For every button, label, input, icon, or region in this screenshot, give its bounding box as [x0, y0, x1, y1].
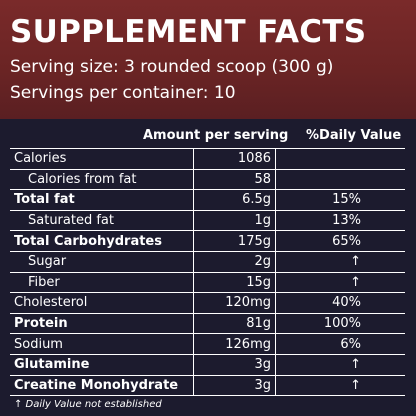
row-amount: 15g: [194, 272, 276, 293]
row-label: Saturated fat: [10, 210, 194, 231]
facts-title: SUPPLEMENT FACTS: [10, 14, 367, 50]
row-label: Calories from fat: [10, 169, 194, 190]
table-row: Creatine Monohydrate 3g ↑: [10, 375, 405, 397]
table-row: Total Carbohydrates 175g 65%: [10, 231, 405, 252]
serving-size: Serving size: 3 rounded scoop (300 g): [10, 57, 334, 77]
table-row: Saturated fat 1g 13%: [10, 210, 405, 232]
table-row: Sugar 2g ↑: [10, 251, 405, 273]
row-label: Sodium: [10, 334, 194, 354]
row-label: Total Carbohydrates: [10, 231, 194, 251]
row-label: Calories: [10, 149, 194, 169]
daily-value-column-header: %Daily Value: [306, 128, 402, 143]
row-daily-value-arrow-icon: ↑: [350, 357, 361, 373]
row-label: Total fat: [10, 190, 194, 210]
footnote: ↑ Daily Value not established: [14, 399, 162, 410]
row-amount: 1086: [194, 149, 276, 169]
row-amount: 58: [194, 169, 276, 190]
row-daily-value-arrow-icon: ↑: [350, 377, 361, 393]
table-row: Sodium 126mg 6%: [10, 334, 405, 355]
row-label: Glutamine: [10, 354, 194, 375]
row-daily-value: 100%: [323, 316, 361, 332]
row-label: Fiber: [10, 272, 194, 293]
table-row: Calories 1086: [10, 149, 405, 170]
table-row: Calories from fat 58: [10, 169, 405, 191]
row-amount: 120mg: [194, 293, 276, 313]
servings-per-container: Servings per container: 10: [10, 83, 236, 103]
row-daily-value: [276, 170, 405, 190]
row-label: Sugar: [10, 251, 194, 272]
facts-header: SUPPLEMENT FACTS Serving size: 3 rounded…: [0, 0, 416, 119]
row-daily-value: [276, 149, 405, 169]
table-row: Cholesterol 120mg 40%: [10, 293, 405, 314]
row-amount: 6.5g: [194, 190, 276, 210]
row-amount: 3g: [194, 375, 276, 396]
row-amount: 81g: [194, 313, 276, 334]
row-label: Protein: [10, 313, 194, 334]
row-daily-value: 13%: [332, 213, 361, 229]
row-label: Creatine Monohydrate: [10, 375, 194, 396]
row-daily-value-arrow-icon: ↑: [350, 254, 361, 270]
row-amount: 2g: [194, 251, 276, 272]
table-row: Fiber 15g ↑: [10, 272, 405, 294]
row-amount: 175g: [194, 231, 276, 251]
table-row: Glutamine 3g ↑: [10, 354, 405, 376]
nutrition-table: Calories 1086 Calories from fat 58 Total…: [10, 148, 405, 397]
row-label: Cholesterol: [10, 293, 194, 313]
row-amount: 126mg: [194, 334, 276, 354]
table-row: Total fat 6.5g 15%: [10, 190, 405, 211]
table-row: Protein 81g 100%: [10, 313, 405, 335]
row-daily-value: 65%: [332, 233, 361, 249]
row-daily-value-arrow-icon: ↑: [350, 274, 361, 290]
row-amount: 1g: [194, 210, 276, 231]
row-amount: 3g: [194, 354, 276, 375]
row-daily-value: 6%: [340, 336, 361, 352]
row-daily-value: 40%: [332, 295, 361, 311]
amount-column-header: Amount per serving: [143, 128, 289, 143]
row-daily-value: 15%: [332, 192, 361, 208]
